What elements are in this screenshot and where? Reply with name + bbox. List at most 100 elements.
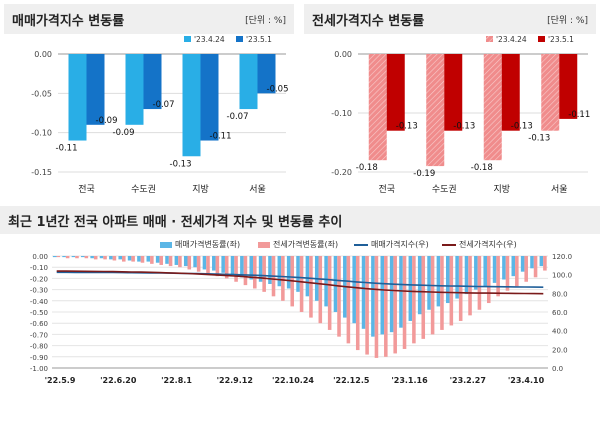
trend-sale-bar-10 — [146, 256, 151, 262]
jeonse-panel-title: 전세가격지수 변동률 — [312, 13, 425, 29]
trend-jeonse-bar-9 — [140, 256, 145, 263]
bar-curr-3 — [257, 54, 276, 94]
trend-jeonse-bar-34 — [374, 256, 379, 358]
trend-jeonse-bar-50 — [524, 256, 528, 282]
trend-jeonse-bar-0 — [56, 256, 61, 258]
x-category-label: 수도권 — [432, 183, 457, 195]
trend-jeonse-bar-15 — [196, 256, 201, 272]
bar-curr-0 — [86, 54, 105, 125]
legend-swatch-jeonse-change — [258, 241, 270, 248]
trend-jeonse-bar-7 — [122, 256, 126, 262]
trend-sale-bar-52 — [539, 256, 544, 267]
data-label-prev: -0.13 — [170, 159, 192, 169]
legend-swatch-sale-index — [354, 243, 368, 246]
x-tick-label: '23.4.10 — [508, 376, 545, 385]
trend-jeonse-bar-43 — [458, 256, 463, 321]
trend-sale-bar-29 — [324, 256, 328, 307]
trend-jeonse-bar-26 — [299, 256, 304, 312]
legend-label-curr: '23.5.1 — [548, 35, 574, 44]
right-tick-label: 80.0 — [552, 290, 568, 298]
trend-jeonse-bar-32 — [355, 256, 360, 351]
trend-jeonse-bar-14 — [187, 256, 192, 270]
trend-sale-bar-17 — [212, 256, 216, 271]
x-tick-label: '22.9.12 — [217, 376, 253, 385]
trend-sale-bar-30 — [333, 256, 338, 312]
left-tick-label: -0.50 — [30, 309, 48, 317]
trend-sale-bar-24 — [277, 256, 282, 287]
x-category-label: 전국 — [378, 184, 395, 195]
trend-sale-bar-16 — [202, 256, 207, 270]
bar-prev-3 — [541, 54, 560, 131]
data-label-prev: -0.11 — [56, 144, 78, 154]
trend-jeonse-bar-35 — [384, 256, 388, 357]
x-category-label: 전국 — [78, 184, 95, 195]
x-tick-label: '23.1.16 — [391, 376, 428, 385]
trend-jeonse-bar-39 — [421, 256, 426, 339]
right-tick-label: 60.0 — [552, 309, 568, 317]
trend-jeonse-bar-22 — [262, 256, 266, 292]
x-category-label: 지방 — [493, 184, 510, 195]
legend-label-jeonse-index: 전세가격지수(우) — [459, 240, 517, 249]
x-tick-label: '22.8.1 — [161, 376, 192, 385]
trend-sale-bar-36 — [389, 256, 394, 333]
legend-label-sale-change: 매매가격변동률(좌) — [175, 240, 241, 249]
left-tick-label: -0.90 — [30, 354, 48, 362]
trend-sale-bar-5 — [99, 256, 104, 259]
left-tick-label: -0.60 — [30, 320, 48, 328]
trend-sale-bar-12 — [165, 256, 169, 264]
legend-label-prev: '23.4.24 — [194, 35, 225, 44]
x-tick-label: '22.12.5 — [333, 376, 370, 385]
trend-sale-bar-40 — [427, 256, 431, 310]
legend-swatch-curr — [236, 36, 243, 42]
trend-jeonse-bar-31 — [346, 256, 351, 344]
right-tick-label: 20.0 — [552, 346, 568, 354]
trend-jeonse-bar-51 — [533, 256, 538, 278]
trend-jeonse-bar-42 — [449, 256, 454, 326]
trend-sale-bar-27 — [305, 256, 310, 297]
legend-label-jeonse-change: 전세가격변동률(좌) — [273, 240, 339, 249]
trend-sale-bar-34 — [371, 256, 375, 337]
trend-jeonse-bar-19 — [234, 256, 238, 282]
y-tick-label: -0.05 — [31, 89, 52, 98]
legend-jeonse-change: 전세가격변동률(좌) — [258, 239, 338, 250]
trend-sale-bar-32 — [352, 256, 356, 324]
y-tick-label: -0.10 — [31, 129, 52, 138]
bar-prev-2 — [182, 54, 201, 157]
legend-label-sale-index: 매매가격지수(우) — [371, 240, 429, 249]
trend-sale-bar-42 — [445, 256, 450, 304]
trend-jeonse-bar-11 — [159, 256, 163, 265]
bar-curr-3 — [559, 54, 578, 119]
trend-jeonse-bar-47 — [496, 256, 500, 297]
bar-prev-3 — [239, 54, 258, 110]
trend-jeonse-bar-13 — [178, 256, 182, 268]
trend-sale-bar-14 — [183, 256, 188, 267]
sale-change-chart: 0.00 -0.05 -0.10 -0.15 '23.4.24 '23.5.1 -0.11 -… — [31, 35, 288, 195]
trend-jeonse-bar-45 — [477, 256, 482, 310]
trend-sale-bar-15 — [193, 256, 197, 268]
data-label-prev: -0.18 — [471, 163, 493, 173]
trend-sale-bar-43 — [455, 256, 459, 299]
trend-sale-bar-50 — [520, 256, 525, 272]
trend-jeonse-bar-46 — [486, 256, 491, 304]
trend-sale-bar-47 — [492, 256, 497, 283]
trend-sale-bar-22 — [258, 256, 263, 282]
trend-jeonse-bar-1 — [65, 256, 70, 259]
right-tick-label: 40.0 — [552, 328, 568, 336]
trend-jeonse-bar-21 — [253, 256, 257, 289]
jeonse-panel-header: 전세가격지수 변동률 [단위 : %] — [304, 4, 596, 34]
trend-jeonse-bar-24 — [281, 256, 285, 301]
trend-jeonse-bar-37 — [402, 256, 407, 349]
trend-sale-bar-13 — [174, 256, 179, 265]
y-tick-label: 0.00 — [334, 50, 352, 59]
legend-sale-index: 매매가격지수(우) — [354, 239, 429, 250]
trend-panel-header: 최근 1년간 전국 아파트 매매 · 전세가격 지수 및 변동률 추이 — [0, 206, 600, 234]
legend-swatch-prev — [184, 36, 191, 42]
trend-sale-bar-35 — [380, 256, 385, 335]
jeonse-change-chart: 0.00 -0.10 -0.20 '23.4.24 '23.5.1 -0.18 -0.13 전… — [331, 35, 590, 195]
trend-panel-title: 최근 1년간 전국 아파트 매매 · 전세가격 지수 및 변동률 추이 — [8, 214, 343, 230]
trend-sale-bar-8 — [127, 256, 132, 261]
legend-swatch-sale-change — [160, 241, 172, 248]
trend-sale-bar-37 — [399, 256, 403, 328]
legend-sale-change: 매매가격변동률(좌) — [160, 239, 240, 250]
trend-sale-bar-9 — [137, 256, 141, 262]
